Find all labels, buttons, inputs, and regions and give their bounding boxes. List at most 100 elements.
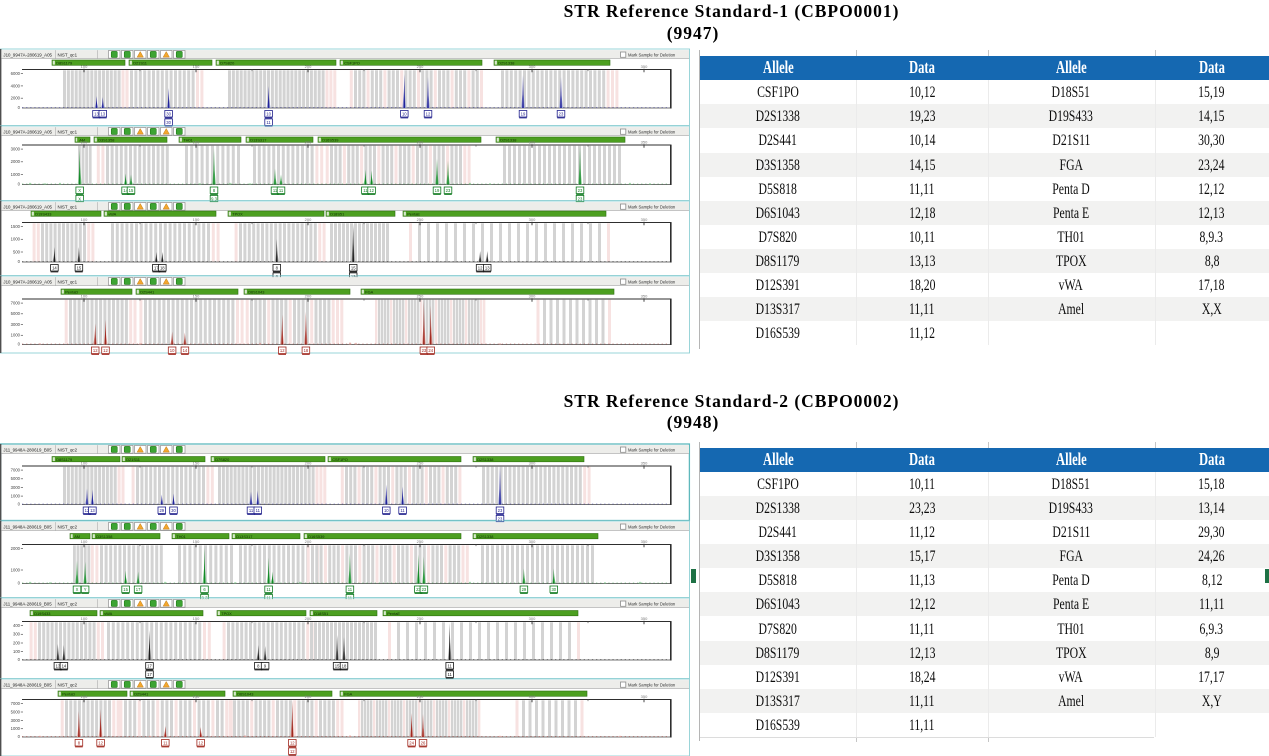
- svg-text:150: 150: [193, 217, 200, 222]
- svg-text:12: 12: [426, 112, 431, 117]
- svg-text:D16S539: D16S539: [308, 534, 324, 539]
- svg-text:Mark Sample for Deletion: Mark Sample for Deletion: [628, 448, 676, 453]
- svg-text:NIST_qc2: NIST_qc2: [58, 683, 78, 688]
- svg-text:PentaD: PentaD: [65, 289, 78, 294]
- svg-text:D6S1043: D6S1043: [237, 691, 253, 696]
- svg-text:100: 100: [81, 460, 88, 465]
- svg-text:D8S1179: D8S1179: [56, 457, 72, 462]
- svg-text:11: 11: [279, 188, 284, 193]
- svg-text:D3S1358: D3S1358: [96, 534, 112, 539]
- svg-text:AM: AM: [74, 534, 80, 539]
- svg-text:100: 100: [81, 64, 88, 69]
- svg-text:D6S1043: D6S1043: [248, 289, 264, 294]
- svg-text:17: 17: [147, 664, 152, 669]
- svg-text:19: 19: [351, 274, 356, 279]
- svg-text:300: 300: [529, 539, 536, 544]
- svg-text:300: 300: [13, 632, 21, 637]
- svg-text:J11_9948A-280619_B05: J11_9948A-280619_B05: [3, 448, 52, 453]
- svg-text:9: 9: [264, 664, 267, 669]
- svg-text:1000: 1000: [11, 237, 21, 242]
- svg-text:D18S51: D18S51: [314, 611, 328, 616]
- svg-text:13: 13: [56, 664, 61, 669]
- svg-text:11: 11: [256, 508, 261, 513]
- svg-text:X: X: [78, 188, 81, 193]
- svg-text:300: 300: [529, 64, 536, 69]
- svg-text:17: 17: [136, 587, 141, 592]
- svg-text:12: 12: [103, 348, 108, 353]
- svg-text:D7S820: D7S820: [215, 457, 230, 462]
- svg-text:12: 12: [369, 188, 374, 193]
- svg-text:23: 23: [559, 112, 564, 117]
- svg-text:500: 500: [13, 249, 21, 254]
- svg-text:23: 23: [422, 348, 427, 353]
- svg-text:24: 24: [428, 348, 433, 353]
- svg-text:250: 250: [417, 139, 424, 144]
- svg-text:TH01: TH01: [176, 534, 186, 539]
- svg-text:NIST_qc2: NIST_qc2: [58, 448, 78, 453]
- svg-text:11: 11: [273, 188, 278, 193]
- svg-text:250: 250: [417, 293, 424, 298]
- svg-text:3000: 3000: [11, 322, 21, 327]
- svg-text:0: 0: [18, 342, 21, 347]
- svg-text:11: 11: [249, 508, 254, 513]
- svg-text:15: 15: [77, 266, 82, 271]
- svg-text:350: 350: [641, 694, 648, 699]
- svg-text:300: 300: [529, 460, 536, 465]
- svg-text:100: 100: [13, 649, 21, 654]
- svg-text:8: 8: [257, 664, 260, 669]
- svg-text:18: 18: [160, 266, 165, 271]
- svg-text:18: 18: [342, 664, 347, 669]
- svg-text:11: 11: [163, 741, 168, 746]
- svg-text:Mark Sample for Deletion: Mark Sample for Deletion: [628, 280, 676, 285]
- svg-text:1000: 1000: [11, 333, 21, 338]
- svg-text:PentaD: PentaD: [62, 691, 75, 696]
- svg-text:vWA: vWA: [104, 611, 112, 616]
- svg-text:100: 100: [81, 616, 88, 621]
- svg-text:12: 12: [85, 508, 90, 513]
- svg-text:150: 150: [193, 539, 200, 544]
- svg-text:350: 350: [641, 460, 648, 465]
- svg-text:4000: 4000: [11, 83, 21, 88]
- svg-text:350: 350: [641, 293, 648, 298]
- svg-text:11: 11: [400, 508, 405, 513]
- svg-text:14: 14: [52, 266, 57, 271]
- svg-text:3000: 3000: [11, 147, 21, 152]
- svg-text:D16S539: D16S539: [322, 137, 338, 142]
- svg-text:Mark Sample for Deletion: Mark Sample for Deletion: [628, 602, 676, 607]
- svg-text:9.3: 9.3: [211, 197, 217, 202]
- svg-text:5000: 5000: [11, 476, 21, 481]
- svg-text:150: 150: [193, 139, 200, 144]
- svg-text:18: 18: [304, 348, 309, 353]
- svg-text:3000: 3000: [11, 718, 21, 723]
- svg-text:FGA: FGA: [365, 289, 373, 294]
- svg-text:100: 100: [81, 694, 88, 699]
- svg-text:200: 200: [305, 694, 312, 699]
- svg-text:J10_9947A-280619_A05: J10_9947A-280619_A05: [3, 53, 52, 58]
- svg-text:X: X: [76, 587, 79, 592]
- svg-text:TPOX: TPOX: [221, 611, 232, 616]
- svg-text:23: 23: [498, 508, 503, 513]
- svg-text:300: 300: [529, 293, 536, 298]
- svg-text:100: 100: [81, 293, 88, 298]
- svg-text:13: 13: [94, 112, 99, 117]
- svg-text:13: 13: [90, 508, 95, 513]
- svg-text:350: 350: [641, 139, 648, 144]
- svg-text:D7S820: D7S820: [220, 60, 235, 65]
- svg-text:300: 300: [529, 694, 536, 699]
- svg-text:Mark Sample for Deletion: Mark Sample for Deletion: [628, 205, 676, 210]
- svg-text:200: 200: [305, 139, 312, 144]
- svg-text:12: 12: [93, 348, 98, 353]
- svg-text:300: 300: [529, 616, 536, 621]
- svg-text:150: 150: [193, 460, 200, 465]
- svg-text:D13S317: D13S317: [236, 534, 252, 539]
- svg-text:NIST_qc1: NIST_qc1: [58, 280, 78, 285]
- svg-text:D19S433: D19S433: [35, 211, 51, 216]
- svg-text:150: 150: [193, 694, 200, 699]
- svg-text:D2S441: D2S441: [134, 691, 148, 696]
- svg-text:250: 250: [417, 539, 424, 544]
- svg-text:23: 23: [578, 197, 583, 202]
- svg-text:7000: 7000: [11, 468, 21, 473]
- svg-text:12: 12: [198, 741, 203, 746]
- svg-text:24: 24: [409, 741, 414, 746]
- svg-text:350: 350: [641, 616, 648, 621]
